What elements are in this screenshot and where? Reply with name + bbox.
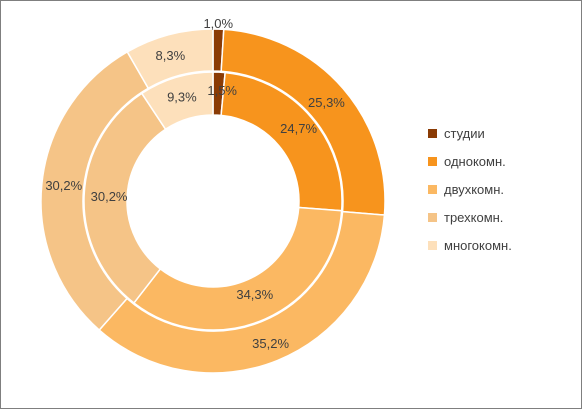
legend-item-one-room: однокомн.	[428, 147, 512, 175]
legend-item-studios: студии	[428, 119, 512, 147]
legend-item-multi-room: многокомн.	[428, 231, 512, 259]
legend-label: студии	[444, 125, 485, 141]
legend-swatch	[428, 128, 437, 138]
legend-swatch	[428, 212, 437, 222]
legend-item-two-room: двухкомн.	[428, 175, 512, 203]
outer-data-label-two-room: 35,2%	[252, 336, 289, 351]
inner-data-label-studios: 1,5%	[207, 83, 237, 98]
outer-slice-multi-room	[126, 28, 214, 90]
legend-label: двухкомн.	[444, 181, 504, 197]
inner-slice-multi-room	[140, 71, 214, 131]
legend-label: однокомн.	[444, 153, 506, 169]
legend: студии однокомн. двухкомн. трехкомн. мно…	[428, 119, 512, 259]
inner-data-label-multi-room: 9,3%	[167, 90, 197, 105]
legend-swatch	[428, 240, 437, 250]
inner-slice-two-room	[132, 206, 343, 331]
legend-item-three-room: трехкомн.	[428, 203, 512, 231]
inner-data-label-three-room: 30,2%	[91, 189, 128, 204]
inner-data-label-two-room: 34,3%	[236, 287, 273, 302]
outer-data-label-multi-room: 8,3%	[156, 48, 186, 63]
outer-data-label-three-room: 30,2%	[45, 178, 82, 193]
inner-data-label-one-room: 24,7%	[280, 121, 317, 136]
legend-label: многокомн.	[444, 237, 512, 253]
outer-data-label-one-room: 25,3%	[308, 95, 345, 110]
legend-label: трехкомн.	[444, 209, 504, 225]
legend-swatch	[428, 184, 437, 194]
outer-data-label-studios: 1,0%	[203, 16, 233, 31]
legend-swatch	[428, 156, 437, 166]
